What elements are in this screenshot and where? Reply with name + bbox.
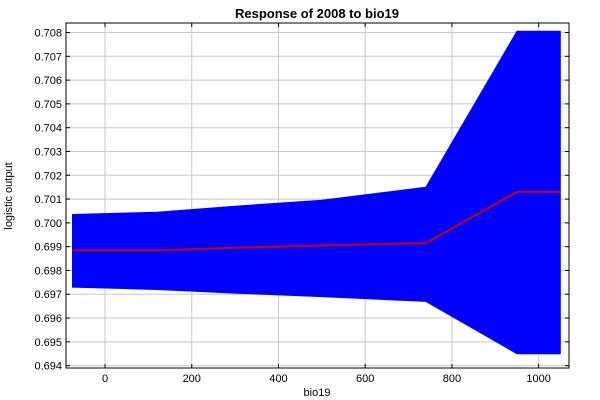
y-tick-label: 0.694 — [34, 361, 62, 373]
y-tick-label: 0.699 — [34, 242, 62, 254]
x-axis-label: bio19 — [304, 387, 331, 399]
y-axis-ticks: 0.694 0.695 0.696 0.697 0.698 0.699 0.700 0.701… — [34, 28, 569, 373]
y-tick-label: 0.707 — [34, 51, 62, 63]
plot-frame — [65, 22, 570, 369]
y-tick-label: 0.703 — [34, 146, 62, 158]
response-line — [72, 190, 561, 252]
x-tick-label: 1000 — [526, 373, 550, 385]
y-tick-label: 0.696 — [34, 313, 62, 325]
y-tick-label: 0.705 — [34, 99, 62, 111]
response-line-layer — [72, 190, 561, 252]
y-tick-label: 0.701 — [34, 194, 62, 206]
x-axis-ticks: 0 200 400 600 800 1000 — [102, 23, 551, 385]
x-tick-label: 600 — [356, 373, 374, 385]
y-axis-label: logistic output — [3, 162, 15, 229]
y-tick-label: 0.698 — [34, 265, 62, 277]
y-tick-label: 0.706 — [34, 75, 62, 87]
x-tick-label: 200 — [183, 373, 201, 385]
y-tick-label: 0.704 — [34, 123, 62, 135]
y-tick-label: 0.700 — [34, 218, 62, 230]
y-tick-label: 0.702 — [34, 170, 62, 182]
confidence-band — [72, 30, 561, 355]
y-tick-label: 0.708 — [34, 28, 62, 40]
y-tick-label: 0.695 — [34, 337, 62, 349]
confidence-band-layer — [72, 30, 561, 355]
x-tick-label: 800 — [443, 373, 461, 385]
chart-title: Response of 2008 to bio19 — [235, 6, 399, 21]
x-tick-label: 400 — [269, 373, 287, 385]
x-tick-label: 0 — [102, 373, 108, 385]
y-tick-label: 0.697 — [34, 289, 62, 301]
